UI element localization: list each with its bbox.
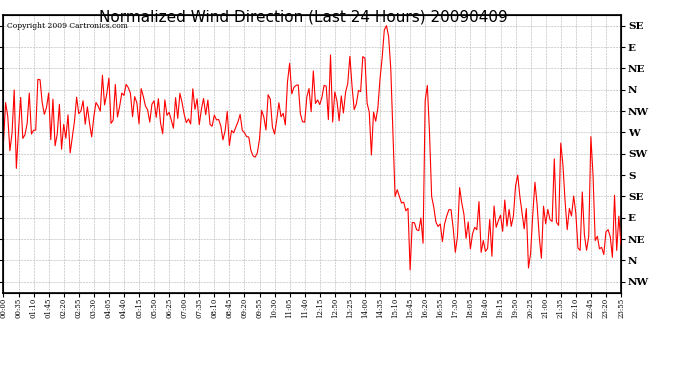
Text: Copyright 2009 Cartronics.com: Copyright 2009 Cartronics.com bbox=[6, 22, 128, 30]
Text: Normalized Wind Direction (Last 24 Hours) 20090409: Normalized Wind Direction (Last 24 Hours… bbox=[99, 9, 508, 24]
